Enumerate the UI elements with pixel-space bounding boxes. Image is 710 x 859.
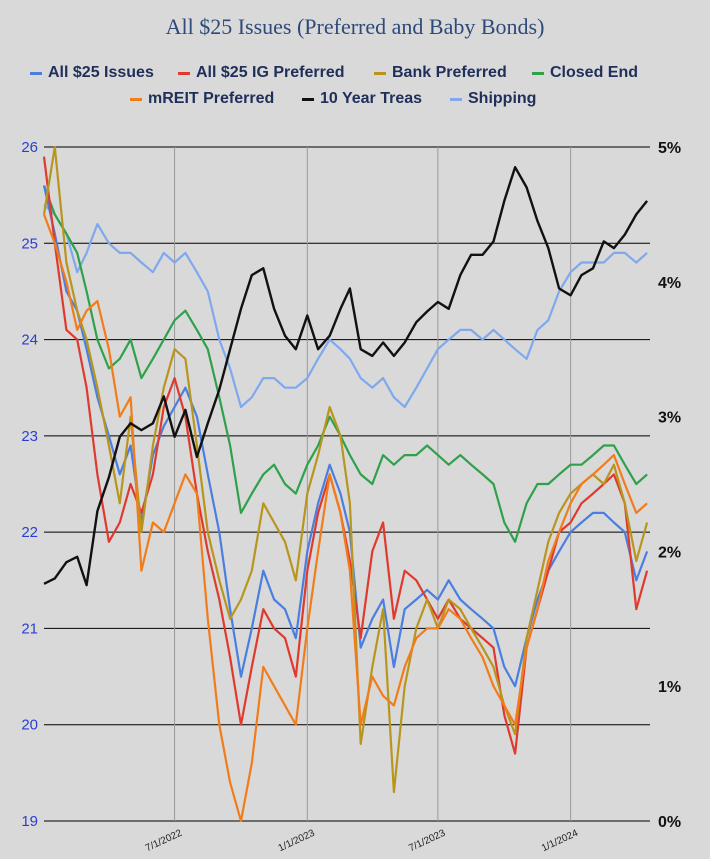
legend-row-2: mREIT Preferred 10 Year Treas Shipping xyxy=(0,90,710,112)
x-tick-1: 1/1/2023 xyxy=(277,828,317,855)
legend-item-closed-end: Closed End xyxy=(532,64,638,82)
y-right-tick-1: 1% xyxy=(658,679,681,696)
legend-swatch-mreit-preferred xyxy=(130,97,142,101)
x-tick-3: 1/1/2024 xyxy=(540,828,580,855)
y-left-tick-7: 26 xyxy=(21,139,38,156)
legend-row-1: All $25 Issues All $25 IG Preferred Bank… xyxy=(0,64,710,86)
series-line-shipping xyxy=(43,203,648,409)
legend-swatch-10-year-treas xyxy=(302,97,314,101)
legend-label-all-25-ig-preferred: All $25 IG Preferred xyxy=(196,64,345,81)
y-left-tick-2: 21 xyxy=(21,620,38,637)
y-left-tick-3: 22 xyxy=(21,524,38,541)
y-right-tick-3: 3% xyxy=(658,410,681,427)
y-right-tick-4: 4% xyxy=(658,275,681,292)
series-line-mreit-preferred xyxy=(42,214,648,823)
legend-label-10-year-treas: 10 Year Treas xyxy=(320,90,423,107)
y-right-tick-5: 5% xyxy=(658,140,681,157)
x-tick-2: 7/1/2023 xyxy=(407,828,447,855)
series-line-closed-end xyxy=(42,185,648,543)
y-left-tick-0: 19 xyxy=(21,813,38,830)
legend-label-mreit-preferred: mREIT Preferred xyxy=(148,90,275,107)
y-left-tick-1: 20 xyxy=(21,717,38,734)
legend-item-all-25-ig-preferred: All $25 IG Preferred xyxy=(178,64,345,82)
legend-label-all-25-issues: All $25 Issues xyxy=(48,64,154,81)
x-tick-0: 7/1/2022 xyxy=(144,828,184,855)
legend-item-10-year-treas: 10 Year Treas xyxy=(302,90,422,108)
legend-item-all-25-issues: All $25 Issues xyxy=(30,64,154,82)
y-left-tick-6: 25 xyxy=(21,235,38,252)
y-right-tick-0: 0% xyxy=(658,814,681,831)
legend-item-shipping: Shipping xyxy=(450,90,536,108)
y-left-tick-4: 23 xyxy=(21,428,38,445)
legend-swatch-closed-end xyxy=(532,71,544,75)
legend-swatch-all-25-ig-preferred xyxy=(178,71,190,75)
y-right-tick-2: 2% xyxy=(658,544,681,561)
legend-label-shipping: Shipping xyxy=(468,90,537,107)
y-left-tick-5: 24 xyxy=(21,332,38,349)
legend-label-bank-preferred: Bank Preferred xyxy=(392,64,507,81)
chart-title: All $25 Issues (Preferred and Baby Bonds… xyxy=(165,14,545,39)
legend-swatch-bank-preferred xyxy=(374,71,386,75)
series-line-bank-preferred xyxy=(42,145,649,794)
legend-label-closed-end: Closed End xyxy=(550,64,639,81)
legend-item-bank-preferred: Bank Preferred xyxy=(374,64,507,82)
legend-item-mreit-preferred: mREIT Preferred xyxy=(130,90,274,108)
legend-swatch-all-25-issues xyxy=(30,71,42,75)
legend-swatch-shipping xyxy=(450,97,462,101)
series-line-10-year-treas xyxy=(43,165,649,587)
